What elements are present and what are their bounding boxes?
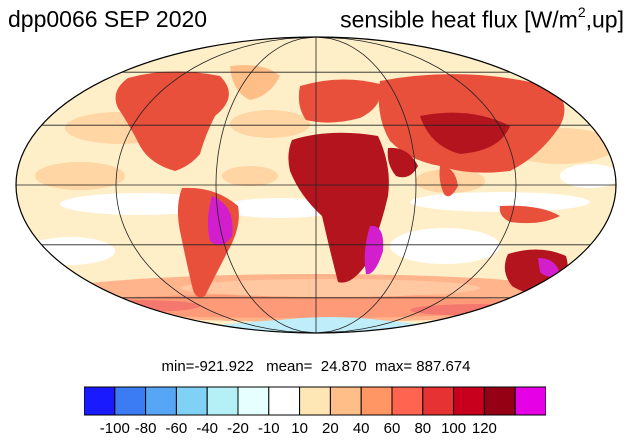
globe-outline [15, 36, 617, 334]
colorbar-tick-label: 60 [383, 420, 401, 437]
colorbar-tick-label: 20 [322, 420, 339, 437]
australia-hotspot [538, 258, 560, 277]
colorbar-tick-label: 100 [441, 420, 467, 437]
colorbar-segment [453, 386, 485, 416]
europe [298, 79, 381, 123]
north-america [115, 71, 229, 171]
colorbar-tick-label: -100 [99, 420, 130, 437]
asia-interior [420, 112, 510, 154]
meridian-line [315, 37, 517, 333]
colorbar-segment [84, 386, 116, 416]
colorbar [84, 386, 546, 416]
colorbar-tick-labels: -100 -80 -60 -40 -20 -10 10 20 40 60 80 100 120 [0, 420, 632, 440]
india [439, 166, 458, 197]
colorbar-segment [237, 386, 270, 416]
africa [288, 132, 389, 283]
colorbar-segment [145, 386, 177, 416]
colorbar-tick-label: -80 [134, 420, 157, 437]
variable-title-exponent: 2 [577, 4, 586, 20]
colorbar-tick-label: 40 [352, 420, 370, 437]
colorbar-segment [268, 386, 301, 416]
variable-title-main: sensible heat flux [W/m [340, 6, 578, 33]
variable-title: sensible heat flux [W/m2,up] [340, 4, 624, 34]
colorbar-segment [299, 386, 331, 416]
colorbar-segment [175, 386, 208, 416]
indonesia [499, 205, 560, 224]
mollweide-map [15, 36, 617, 334]
colorbar-tick-label: -10 [257, 420, 280, 437]
south-america-hotspot [207, 196, 233, 245]
greenland [230, 65, 280, 100]
colorbar-segment [514, 386, 546, 416]
meridian-line [115, 37, 317, 333]
colorbar-tick-label: -40 [196, 420, 219, 437]
meridian-line [215, 37, 317, 333]
antarctica-ice [130, 317, 520, 333]
africa-hotspot [364, 225, 384, 275]
colorbar-segment [329, 386, 362, 416]
variable-title-tail: ,up] [585, 6, 624, 33]
colorbar-segment [206, 386, 239, 416]
meridian-line [315, 37, 417, 333]
colorbar-segment [483, 386, 516, 416]
colorbar-segment [422, 386, 455, 416]
colorbar-tick-label: -60 [165, 420, 188, 437]
graticule [16, 37, 616, 333]
arabia [387, 147, 418, 178]
colorbar-segment [114, 386, 147, 416]
colorbar-tick-label: -20 [227, 420, 249, 437]
colorbar-segment [391, 386, 424, 416]
experiment-title: dpp0066 SEP 2020 [8, 6, 208, 32]
colorbar-tick-label: 10 [291, 420, 308, 437]
statistics-line: min=-921.922 mean= 24.870 max= 887.674 [161, 358, 471, 375]
colorbar-tick-label: 80 [414, 420, 432, 437]
colorbar-segment [360, 386, 393, 416]
colorbar-tick-label: 120 [471, 420, 497, 437]
